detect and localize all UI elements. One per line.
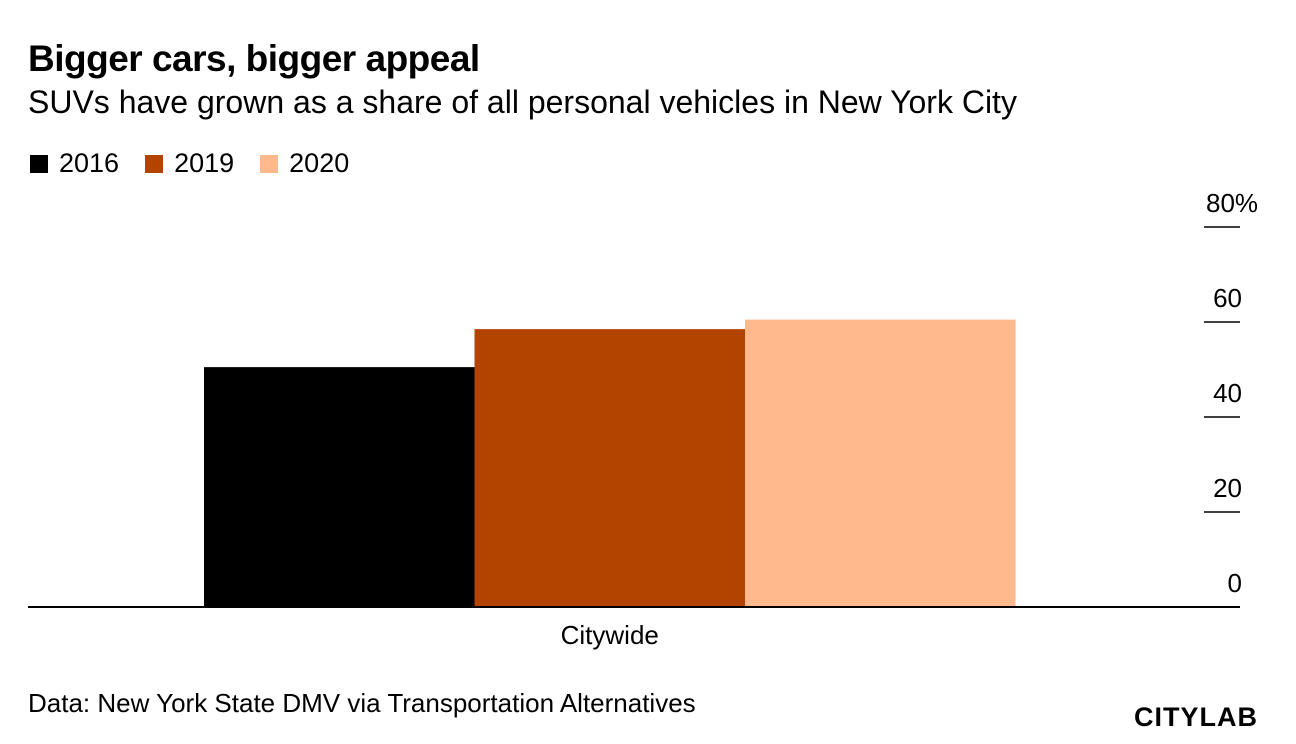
y-tick-label-20: 20: [1213, 473, 1242, 503]
legend-label-2016: 2016: [59, 148, 120, 178]
legend: 2016 2019 2020: [30, 148, 375, 179]
source-note: Data: New York State DMV via Transportat…: [28, 688, 696, 718]
chart-subtitle: SUVs have grown as a share of all person…: [28, 84, 1017, 120]
legend-label-2019: 2019: [174, 148, 235, 178]
legend-item-2019: 2019: [145, 148, 234, 179]
legend-swatch-2020: [260, 154, 279, 173]
legend-swatch-2016: [30, 154, 48, 173]
bar-2020-citywide: [745, 319, 1016, 607]
y-tick-label-80: 80%: [1206, 188, 1258, 218]
chart-title: Bigger cars, bigger appeal: [28, 38, 480, 79]
bar-2016-citywide: [204, 367, 475, 607]
y-tick-label-40: 40: [1213, 378, 1242, 408]
x-category-label-citywide: Citywide: [561, 620, 659, 650]
bar-2019-citywide: [474, 329, 745, 607]
legend-label-2020: 2020: [289, 148, 350, 178]
citylab-logo: CITYLAB: [1134, 702, 1258, 732]
legend-swatch-2019: [145, 154, 164, 173]
legend-item-2020: 2020: [260, 148, 349, 179]
legend-item-2016: 2016: [30, 148, 119, 179]
y-tick-label-60: 60: [1213, 283, 1242, 313]
y-tick-label-0: 0: [1228, 568, 1242, 598]
